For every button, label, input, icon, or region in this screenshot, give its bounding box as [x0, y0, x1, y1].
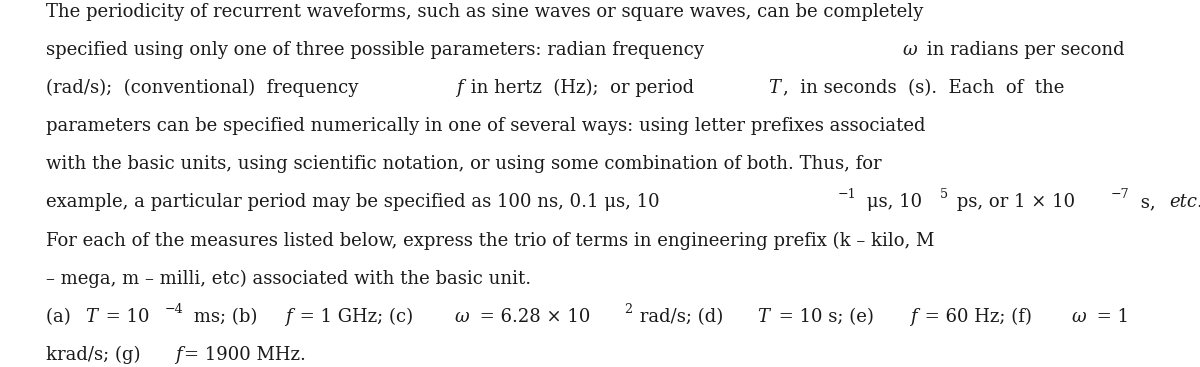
Text: (a): (a) [46, 308, 76, 326]
Text: s,: s, [1135, 193, 1162, 211]
Text: −7: −7 [1111, 189, 1129, 201]
Text: = 10 s; (e): = 10 s; (e) [773, 308, 880, 326]
Text: f: f [456, 79, 463, 97]
Text: μs, 10: μs, 10 [862, 193, 923, 211]
Text: The periodicity of recurrent waveforms, such as sine waves or square waves, can : The periodicity of recurrent waveforms, … [46, 3, 923, 21]
Text: ms; (b): ms; (b) [188, 308, 264, 326]
Text: = 60 Hz; (f): = 60 Hz; (f) [919, 308, 1037, 326]
Text: T: T [85, 308, 97, 326]
Text: ,  in seconds  (s).  Each  of  the: , in seconds (s). Each of the [784, 79, 1064, 97]
Text: ps, or 1 × 10: ps, or 1 × 10 [950, 193, 1075, 211]
Text: example, a particular period may be specified as 100 ns, 0.1 μs, 10: example, a particular period may be spec… [46, 193, 659, 211]
Text: = 1: = 1 [1091, 308, 1129, 326]
Text: ω: ω [902, 41, 917, 59]
Text: in radians per second: in radians per second [920, 41, 1124, 59]
Text: = 10: = 10 [101, 308, 150, 326]
Text: f: f [910, 308, 917, 326]
Text: f: f [286, 308, 292, 326]
Text: specified using only one of three possible parameters: radian frequency: specified using only one of three possib… [46, 41, 709, 59]
Text: ω: ω [455, 308, 469, 326]
Text: 5: 5 [941, 189, 948, 201]
Text: f: f [175, 346, 181, 364]
Text: T: T [757, 308, 769, 326]
Text: rad/s; (d): rad/s; (d) [635, 308, 730, 326]
Text: (rad/s);  (conventional)  frequency: (rad/s); (conventional) frequency [46, 79, 364, 97]
Text: krad/s; (g): krad/s; (g) [46, 346, 146, 364]
Text: in hertz  (Hz);  or period: in hertz (Hz); or period [464, 79, 700, 97]
Text: with the basic units, using scientific notation, or using some combination of bo: with the basic units, using scientific n… [46, 155, 881, 173]
Text: – mega, m – milli, etc) associated with the basic unit.: – mega, m – milli, etc) associated with … [46, 269, 530, 288]
Text: = 1 GHz; (c): = 1 GHz; (c) [294, 308, 419, 326]
Text: = 1900 MHz.: = 1900 MHz. [184, 346, 305, 364]
Text: parameters can be specified numerically in one of several ways: using letter pre: parameters can be specified numerically … [46, 117, 925, 135]
Text: For each of the measures listed below, express the trio of terms in engineering : For each of the measures listed below, e… [46, 231, 934, 250]
Text: = 6.28 × 10: = 6.28 × 10 [474, 308, 590, 326]
Text: T: T [768, 79, 780, 97]
Text: etc.: etc. [1169, 193, 1200, 211]
Text: 2: 2 [624, 303, 632, 316]
Text: −1: −1 [838, 189, 856, 201]
Text: ω: ω [1072, 308, 1086, 326]
Text: −4: −4 [164, 303, 182, 316]
